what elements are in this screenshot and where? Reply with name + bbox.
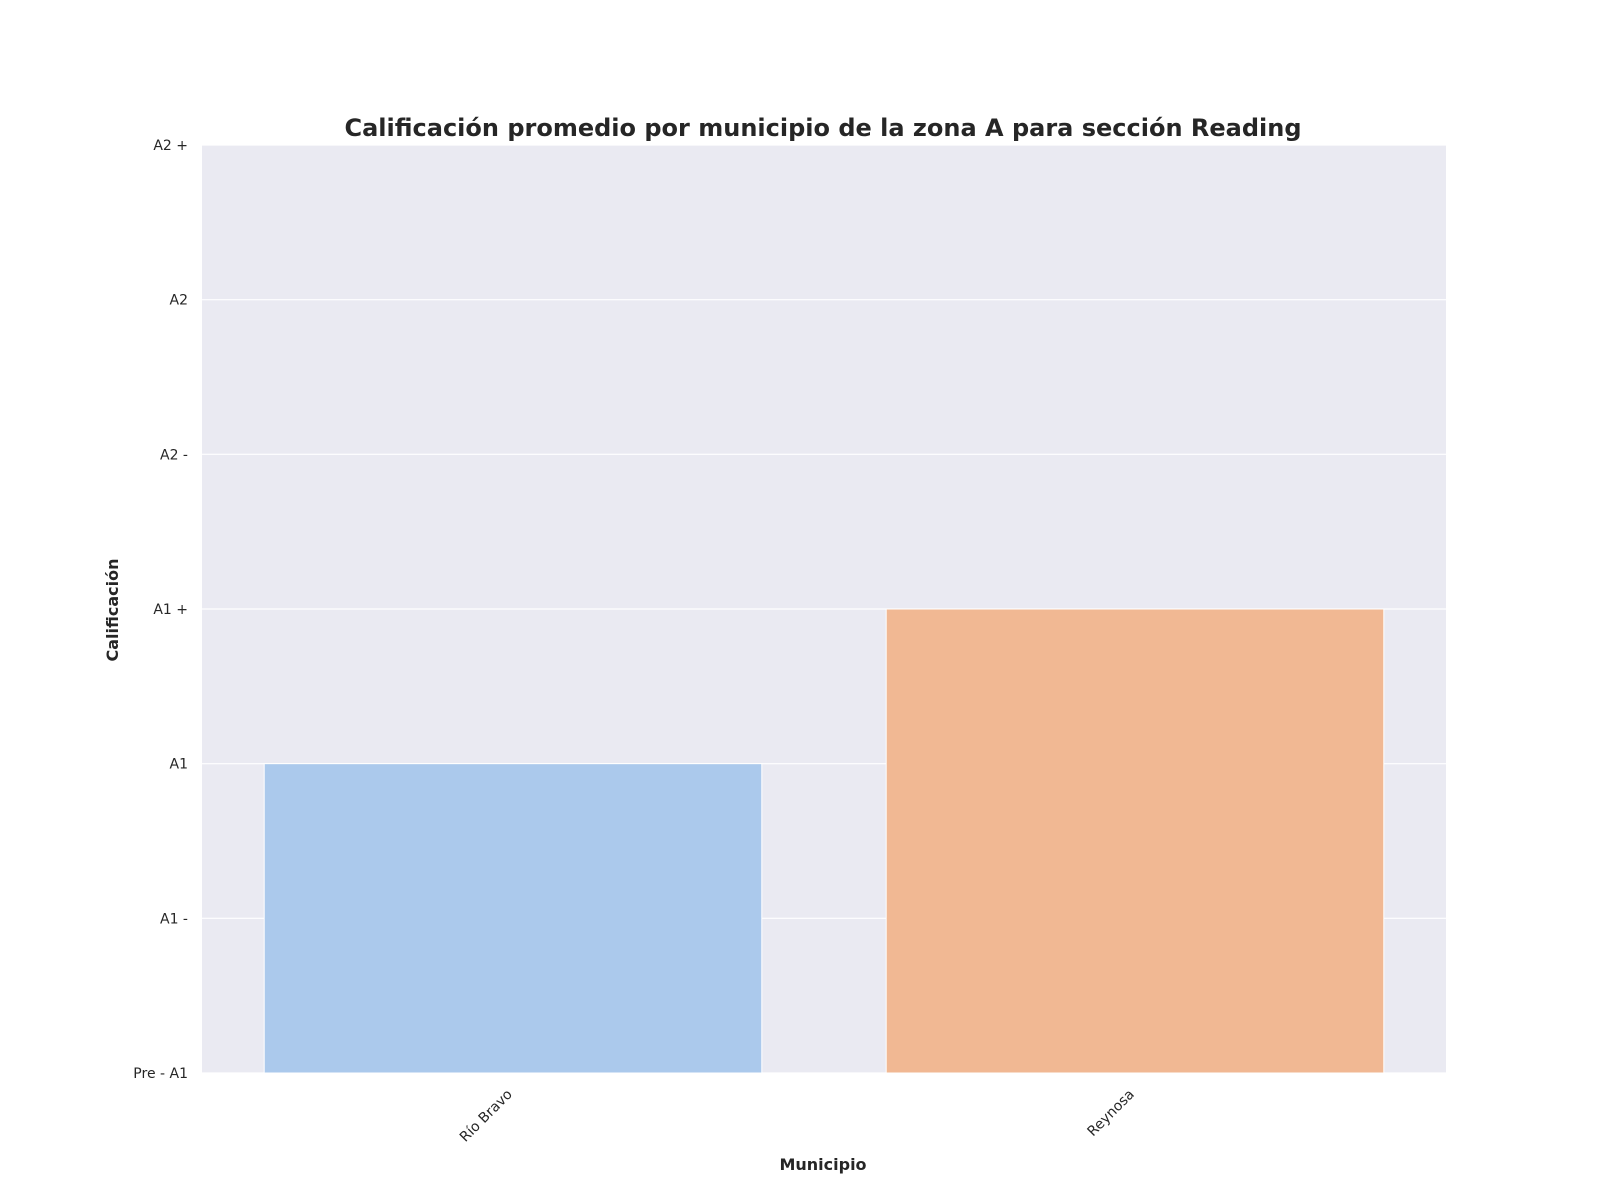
y-tick-label: Pre - A1 [133,1066,188,1082]
y-tick-label: A1 [170,757,188,773]
x-axis-label: Municipio [779,1155,866,1174]
bars [263,608,1385,1074]
bar [263,763,763,1074]
y-tick-label: A2 [170,293,188,309]
chart-title: Calificación promedio por municipio de l… [344,114,1301,142]
x-tick-label: Reynosa [1085,1087,1138,1140]
y-tick-label: A1 + [153,602,188,618]
y-axis-ticks: Pre - A1 A1 - A1 A1 + A2 - A2 A2 + [133,138,188,1082]
y-axis-label: Calificación [103,559,122,662]
y-tick-label: A2 + [153,138,188,154]
x-tick-label: Río Bravo [457,1087,516,1146]
y-tick-label: A2 - [160,447,188,463]
bar [885,608,1385,1074]
x-axis-ticks: Río Bravo Reynosa [457,1087,1138,1146]
y-tick-label: A1 - [160,911,188,927]
